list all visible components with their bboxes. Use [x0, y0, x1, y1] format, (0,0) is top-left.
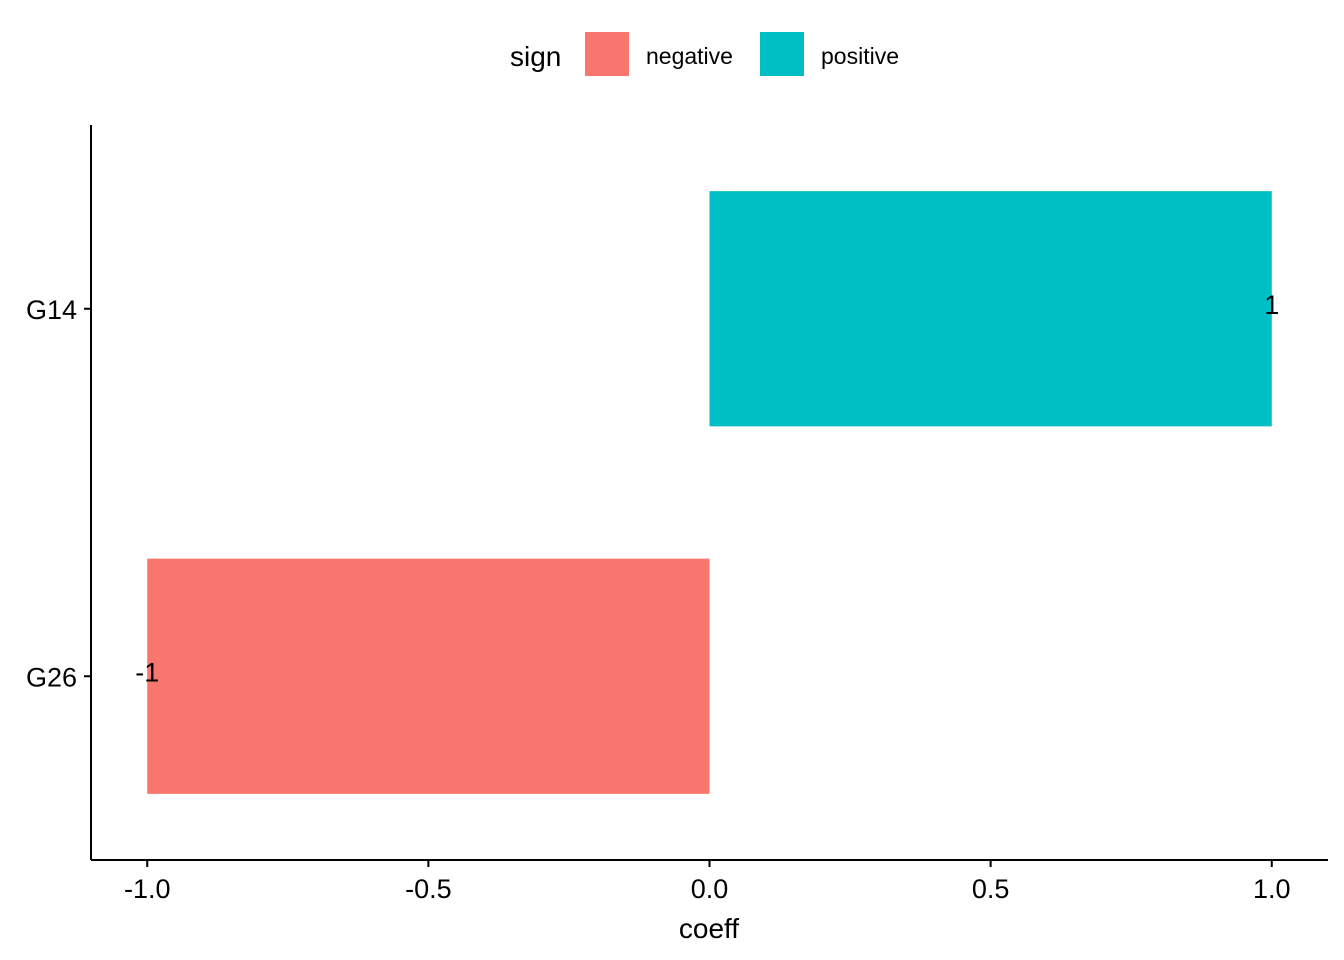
bar-g14	[709, 191, 1272, 427]
x-axis-title: coeff	[679, 913, 739, 944]
data-label-g26: -1	[135, 657, 159, 687]
legend-title: sign	[510, 41, 561, 72]
legend-label-positive: positive	[821, 43, 899, 69]
axes-layer: G14 G26 -1.0 -0.5 0.0 0.5 1.0	[26, 125, 1328, 904]
bars-layer	[147, 191, 1272, 794]
x-tick-label: 1.0	[1253, 874, 1291, 904]
x-tick-label: -0.5	[405, 874, 452, 904]
y-tick-label-g14: G14	[26, 295, 77, 325]
bar-g26	[147, 558, 710, 794]
x-tick-label: 0.0	[691, 874, 729, 904]
legend-swatch-positive	[760, 32, 804, 76]
legend-swatch-negative	[585, 32, 629, 76]
data-labels-layer: 1 -1	[135, 290, 1279, 688]
y-tick-label-g26: G26	[26, 662, 77, 692]
x-tick-label: 0.5	[972, 874, 1010, 904]
legend-label-negative: negative	[646, 43, 733, 69]
data-label-g14: 1	[1264, 290, 1279, 320]
legend: sign negative positive	[510, 32, 899, 76]
x-tick-label: -1.0	[124, 874, 171, 904]
